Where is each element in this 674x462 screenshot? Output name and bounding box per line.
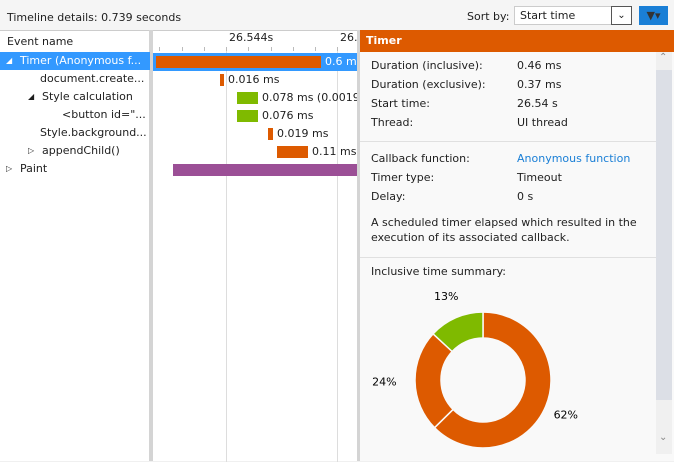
sort-label: Sort by:: [467, 10, 510, 23]
funnel-icon: ▼▾: [646, 9, 661, 22]
event-name: appendChild(): [42, 144, 120, 157]
tick-label: 26.544s: [229, 31, 274, 44]
slice-label: 24%: [372, 376, 396, 389]
tick-mark: [204, 47, 205, 51]
expand-icon[interactable]: ▷: [28, 146, 35, 155]
detail-key: Duration (inclusive):: [371, 59, 483, 72]
timeline-panel: 26.544s 26. 0.6 m 0.016 ms 0.078 ms (0.001…: [153, 30, 370, 462]
tick-mark: [248, 47, 249, 51]
bar-label: 0.076 ms: [262, 109, 314, 122]
divider: [360, 141, 656, 142]
donut-slice[interactable]: [433, 311, 552, 449]
scrollbar[interactable]: ⌃ ⌄: [656, 52, 672, 454]
event-row[interactable]: Style.background...: [0, 124, 150, 142]
event-bar[interactable]: [173, 164, 357, 176]
detail-key: Delay:: [371, 190, 406, 203]
detail-key: Duration (exclusive):: [371, 78, 486, 91]
scroll-down-icon[interactable]: ⌄: [659, 432, 668, 443]
event-bar[interactable]: [237, 110, 258, 122]
bar-label: 0.078 ms (0.0019...: [262, 91, 371, 104]
collapse-icon[interactable]: ◢: [6, 56, 13, 65]
details-panel: Timer Duration (inclusive): 0.46 ms Durati…: [360, 30, 674, 461]
event-name: <button id="...: [62, 108, 146, 121]
detail-value: 0.37 ms: [517, 78, 562, 91]
expand-icon[interactable]: ▷: [6, 164, 13, 173]
filter-button[interactable]: ▼▾: [639, 6, 668, 25]
splitter[interactable]: [357, 30, 360, 461]
scroll-up-icon[interactable]: ⌃: [659, 52, 668, 63]
bar-label: 0.016 ms: [228, 73, 280, 86]
tick-mark: [293, 47, 294, 51]
detail-key: Thread:: [371, 116, 414, 129]
divider: [360, 257, 656, 258]
detail-value: 0.46 ms: [517, 59, 562, 72]
gridline: [337, 51, 338, 462]
tick-mark: [182, 47, 183, 51]
event-bar[interactable]: [156, 56, 321, 68]
timeline-title: Timeline details: 0.739 seconds: [7, 11, 182, 24]
detail-key: Callback function:: [371, 152, 470, 165]
tick-mark: [226, 47, 227, 51]
event-name: Style.background...: [40, 126, 147, 139]
slice-label: 13%: [434, 290, 458, 303]
event-name-header: Event name: [7, 35, 74, 48]
donut-slice[interactable]: [431, 311, 484, 353]
event-row[interactable]: document.create...: [0, 70, 150, 88]
callback-function-link[interactable]: Anonymous function: [517, 152, 631, 165]
detail-value: Timeout: [517, 171, 562, 184]
event-row[interactable]: ◢ Style calculation: [0, 88, 150, 106]
tick-mark: [337, 47, 338, 51]
event-row[interactable]: <button id="...: [0, 106, 150, 124]
event-name: Style calculation: [42, 90, 133, 103]
event-row[interactable]: ▷ appendChild(): [0, 142, 150, 160]
collapse-icon[interactable]: ◢: [28, 92, 35, 101]
gridline: [226, 51, 227, 462]
bar-label: 0.6 m: [325, 55, 357, 68]
tick-mark: [315, 47, 316, 51]
detail-key: Timer type:: [371, 171, 435, 184]
slice-label: 62%: [554, 409, 578, 422]
scroll-thumb[interactable]: [656, 70, 672, 400]
donut-chart: 62% 24% 13%: [372, 290, 578, 449]
event-bar[interactable]: [277, 146, 308, 158]
detail-value: 0 s: [517, 190, 534, 203]
details-title: Timer: [360, 30, 674, 52]
event-row[interactable]: ◢ Timer (Anonymous f...: [0, 52, 150, 70]
detail-value: 26.54 s: [517, 97, 558, 110]
bar-label: 0.019 ms: [277, 127, 329, 140]
splitter[interactable]: [149, 30, 153, 461]
event-row[interactable]: ▷ Paint: [0, 160, 150, 178]
chevron-down-icon[interactable]: ⌄: [611, 6, 632, 25]
event-bar[interactable]: [237, 92, 258, 104]
event-bar[interactable]: [220, 74, 224, 86]
bar-label: 0.11 ms: [312, 145, 357, 158]
description: A scheduled timer elapsed which resulted…: [371, 216, 637, 244]
summary-label: Inclusive time summary:: [371, 265, 507, 278]
event-name: document.create...: [40, 72, 145, 85]
event-name: Paint: [20, 162, 48, 175]
event-bar[interactable]: [268, 128, 273, 140]
event-name: Timer (Anonymous f...: [20, 54, 142, 67]
detail-value: UI thread: [517, 116, 568, 129]
event-list: [0, 30, 150, 461]
tick-label: 26.: [340, 31, 358, 44]
detail-key: Start time:: [371, 97, 430, 110]
sort-value: Start time: [520, 9, 576, 22]
tick-mark: [159, 47, 160, 51]
tick-mark: [271, 47, 272, 51]
